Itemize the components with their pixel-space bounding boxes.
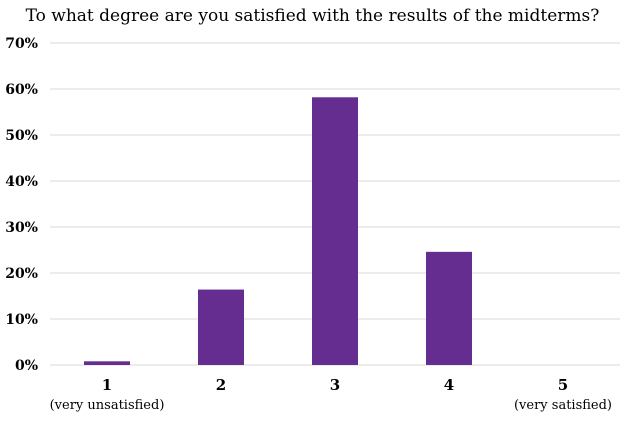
x-tick-sublabel: (very unsatisfied) [50,398,165,413]
y-tick-label: 30% [5,220,38,236]
y-tick-label: 60% [5,82,38,98]
x-tick-label: 2 [216,376,226,394]
y-tick-label: 50% [5,128,38,144]
y-tick-label: 70% [5,36,38,52]
bar [84,361,130,365]
x-tick-label: 4 [444,376,454,394]
y-tick-label: 40% [5,174,38,190]
bar [198,289,244,365]
x-tick-sublabel: (very satisfied) [514,398,612,413]
bar [426,251,472,365]
y-tick-label: 20% [5,266,38,282]
x-tick-label: 5 [558,376,568,394]
chart-title: To what degree are you satisfied with th… [25,6,600,26]
x-tick-label: 1 [102,376,112,394]
x-tick-label: 3 [330,376,340,394]
y-tick-label: 10% [5,312,38,328]
bar [312,97,358,365]
y-tick-label: 0% [15,358,38,374]
